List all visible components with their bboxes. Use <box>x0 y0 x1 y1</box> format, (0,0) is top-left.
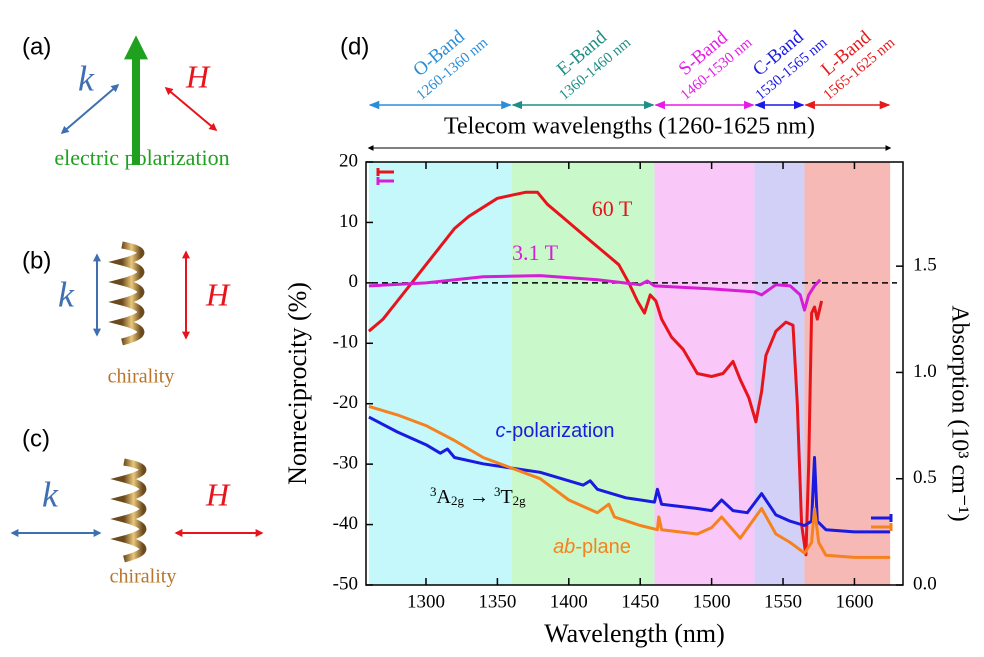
series-label-rest: -plane <box>575 536 631 558</box>
y-tick-label: -50 <box>333 573 358 594</box>
band-shade <box>512 162 655 585</box>
y-axis-label: Nonreciprocity (%) <box>283 282 312 485</box>
series-label: c-polarization <box>496 420 615 442</box>
series-label-rest: -polarization <box>506 420 615 442</box>
series-label: 60 T <box>592 196 633 221</box>
transition-part: 2g <box>451 493 465 508</box>
h-label: H <box>185 58 211 94</box>
y2-tick-label: 1.0 <box>913 361 937 382</box>
y2-tick-label: 0.5 <box>913 467 937 488</box>
y-tick-label: -40 <box>333 513 358 534</box>
x-tick-label: 1450 <box>621 591 659 612</box>
x-tick-label: 1550 <box>764 591 802 612</box>
k-label: k <box>42 474 59 514</box>
k-label: k <box>58 274 75 314</box>
series-label-italic: c <box>496 420 506 442</box>
x-tick-label: 1500 <box>693 591 731 612</box>
series-label-italic: ab <box>553 536 575 558</box>
y2-tick-label: 1.5 <box>913 255 937 276</box>
transition-part: → <box>464 486 494 508</box>
x-tick-label: 1350 <box>478 591 516 612</box>
panel-label: (b) <box>22 247 51 274</box>
x-tick-label: 1600 <box>835 591 873 612</box>
y-tick-label: -20 <box>333 392 358 413</box>
caption: chirality <box>110 566 177 588</box>
telecom-label: Telecom wavelengths (1260-1625 nm) <box>444 114 815 140</box>
series-label: ab-plane <box>553 536 631 558</box>
y-tick-label: 10 <box>339 211 358 232</box>
transition-part: 2g <box>513 493 527 508</box>
band-shade <box>369 162 512 585</box>
x-tick-label: 1300 <box>407 591 445 612</box>
caption: electric polarization <box>54 145 229 170</box>
y2-axis-label: Absorption (10³ cm⁻¹) <box>946 305 972 521</box>
transition-part: A <box>437 486 452 508</box>
y-tick-label: -30 <box>333 453 358 474</box>
figure: (a) k H electric polarization (b) k H ch… <box>0 0 984 652</box>
helix <box>122 245 141 342</box>
transition-label: 3A2g → 3T2g <box>430 484 526 507</box>
series-label: 3.1 T <box>512 240 559 265</box>
k-label: k <box>78 58 95 98</box>
caption: chirality <box>108 366 175 388</box>
y-tick-label: -10 <box>333 332 358 353</box>
x-tick-label: 1400 <box>550 591 588 612</box>
helix <box>124 462 143 559</box>
y-tick-label: 20 <box>339 150 358 171</box>
h-label: H <box>205 276 231 312</box>
h-label: H <box>205 476 231 512</box>
y2-tick-label: 0.0 <box>913 573 937 594</box>
x-axis-label: Wavelength (nm) <box>544 619 725 648</box>
panel-label: (a) <box>22 33 51 60</box>
transition-part: T <box>500 486 512 508</box>
y-tick-label: 0 <box>349 271 359 292</box>
panel-label: (c) <box>22 425 50 452</box>
panel-label: (d) <box>340 33 369 60</box>
